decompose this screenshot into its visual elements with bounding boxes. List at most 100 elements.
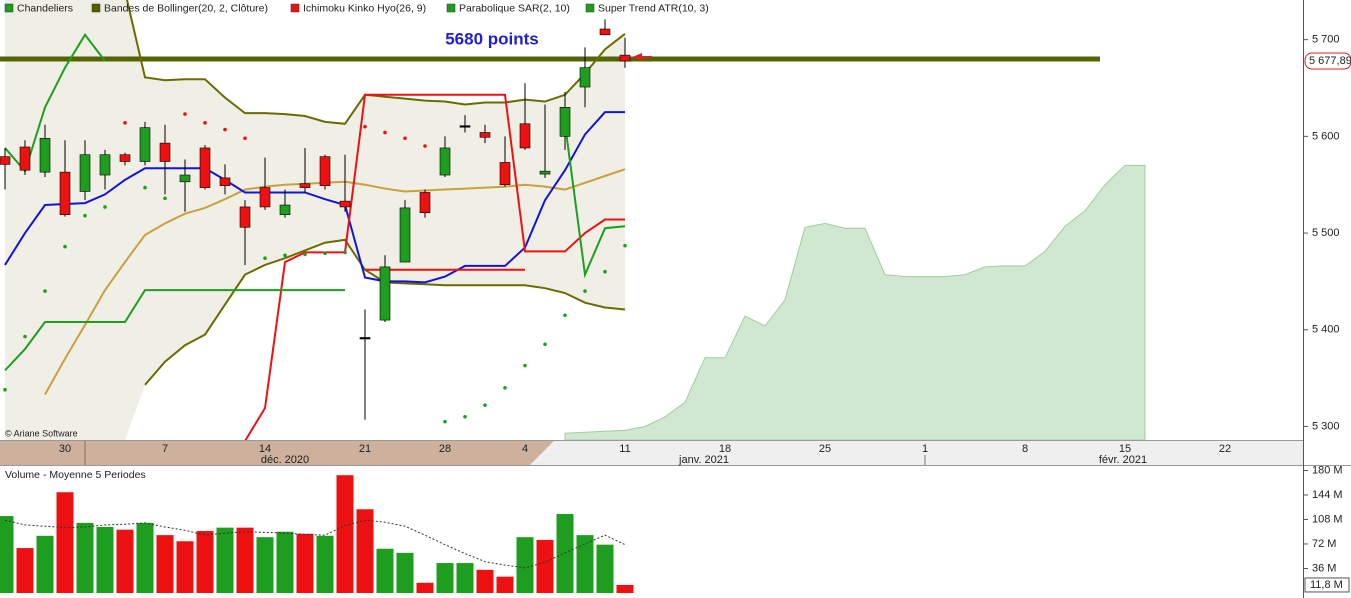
volume-bar (196, 531, 214, 593)
y-tick-label: 108 M (1312, 513, 1343, 525)
candle-body (479, 132, 491, 138)
volume-bar (496, 576, 514, 593)
legend-swatch (585, 3, 595, 13)
candle-body (419, 192, 431, 214)
x-tick-label: 15 (1119, 443, 1131, 455)
y-tick-label: 5 400 (1312, 324, 1340, 336)
volume-bar (316, 535, 334, 593)
x-tick-label: 1 (922, 443, 928, 455)
candle-body (99, 154, 111, 176)
candle-body (579, 67, 591, 88)
x-tick-label: 7 (162, 443, 168, 455)
candle-body (399, 207, 411, 263)
candle-body (599, 28, 611, 36)
legend-label: Ichimoku Kinko Hyo(26, 9) (303, 2, 426, 14)
sar-dot (123, 121, 127, 125)
volume-bar (356, 509, 374, 593)
month-label: déc. 2020 (261, 454, 309, 466)
volume-bar (176, 541, 194, 593)
x-strip-past (0, 440, 555, 465)
y-tick-label: 5 300 (1312, 420, 1340, 432)
candle-body (219, 177, 231, 186)
x-tick-label: 22 (1219, 443, 1231, 455)
copyright: © Ariane Software (5, 428, 78, 438)
y-tick-label: 5 700 (1312, 34, 1340, 46)
volume-panel (0, 475, 634, 593)
candle-body (239, 206, 251, 228)
legend-label: Super Trend ATR(10, 3) (598, 2, 709, 14)
sar-dot (483, 403, 487, 407)
sar-dot (443, 419, 447, 424)
indicator-line (4, 123, 626, 372)
legend-swatch (91, 3, 101, 13)
sar-dot (383, 130, 387, 135)
candle-body (539, 170, 551, 175)
volume-bar (236, 527, 254, 593)
volume-bar (276, 531, 294, 593)
volume-bar (596, 544, 614, 593)
sar-dot (223, 127, 227, 132)
volume-bar (36, 535, 54, 593)
volume-bar (616, 584, 634, 593)
candle-body (299, 183, 311, 188)
month-label: févr. 2021 (1099, 454, 1147, 466)
candle-body (379, 266, 391, 321)
candle-body (0, 156, 11, 165)
sar-dot (403, 136, 407, 141)
volume-bar (96, 526, 114, 593)
x-tick-label: 11 (619, 443, 630, 455)
candle-body (159, 142, 171, 162)
last-volume-box (1304, 577, 1350, 593)
legend-swatch (446, 3, 456, 13)
level-label: 5680 points (445, 29, 539, 48)
volume-bar (536, 539, 554, 593)
y-tick-label: 36 M (1312, 562, 1336, 574)
sar-dot (543, 342, 547, 347)
sar-dot (363, 124, 367, 129)
volume-bar (76, 522, 94, 593)
sar-dot (343, 250, 347, 255)
y-tick-label: 5 600 (1312, 130, 1340, 142)
volume-bar (476, 569, 494, 593)
candle-body (39, 137, 51, 173)
candle-body (559, 107, 571, 137)
sar-dot (463, 414, 467, 419)
sar-dot (623, 243, 627, 248)
volume-bar (576, 535, 594, 593)
legend-swatch (4, 3, 14, 13)
sar-dot (423, 144, 427, 148)
sar-dot (43, 289, 47, 293)
band-fill (5, 0, 625, 440)
legend-label: Chandeliers (17, 2, 73, 14)
volume-bar (136, 522, 154, 593)
volume-bar (16, 548, 34, 593)
volume-bar (156, 535, 174, 593)
volume-bar (396, 552, 414, 593)
sar-dot (203, 121, 207, 125)
volume-bar (256, 537, 274, 593)
sar-dot (563, 313, 567, 318)
sar-dot (583, 289, 587, 293)
legend-label: Parabolique SAR(2, 10) (459, 2, 570, 14)
sar-dot (243, 136, 247, 141)
sar-dot (283, 253, 287, 258)
sar-dot (83, 213, 87, 218)
legend-label: Bandes de Bollinger(20, 2, Clôture) (104, 2, 268, 14)
candle-body (499, 162, 511, 186)
sar-dot (103, 205, 107, 209)
candle-body (319, 156, 331, 186)
volume-bar (216, 527, 234, 593)
sar-dot (503, 385, 507, 390)
volume-bar (556, 514, 574, 593)
last-volume-label: 11,8 M (1310, 579, 1343, 591)
volume-title: Volume - Moyenne 5 Periodes (5, 469, 146, 481)
indicator-line (4, 111, 625, 284)
candle-body (59, 171, 71, 215)
candle-body (259, 187, 271, 208)
x-tick-label: 21 (359, 443, 371, 455)
indicator-line (244, 93, 625, 440)
sar-dot (63, 244, 67, 249)
sar-dot (523, 363, 527, 368)
volume-bar (436, 563, 454, 593)
